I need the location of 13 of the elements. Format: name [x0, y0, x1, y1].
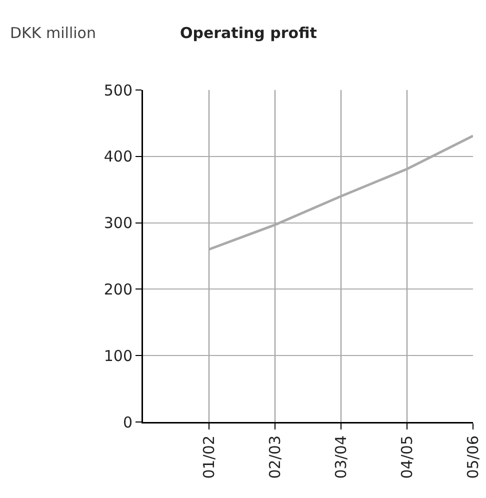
chart-title: Operating profit — [180, 24, 317, 42]
y-tick-label: 300 — [104, 214, 132, 232]
y-tick-label: 0 — [122, 413, 132, 432]
x-tick-label: 01/02 — [200, 436, 218, 479]
y-axis-title: DKK million — [10, 24, 96, 42]
y-tick-label: 100 — [104, 346, 132, 365]
y-tick-label: 500 — [104, 81, 132, 100]
y-tick-label: 200 — [104, 280, 132, 298]
x-tick-label: 02/03 — [266, 436, 284, 479]
y-tick-label: 400 — [104, 148, 132, 166]
x-tick-label: 03/04 — [332, 436, 350, 479]
x-tick-label: 04/05 — [398, 436, 416, 479]
x-tick-label: 05/06 — [464, 436, 482, 479]
